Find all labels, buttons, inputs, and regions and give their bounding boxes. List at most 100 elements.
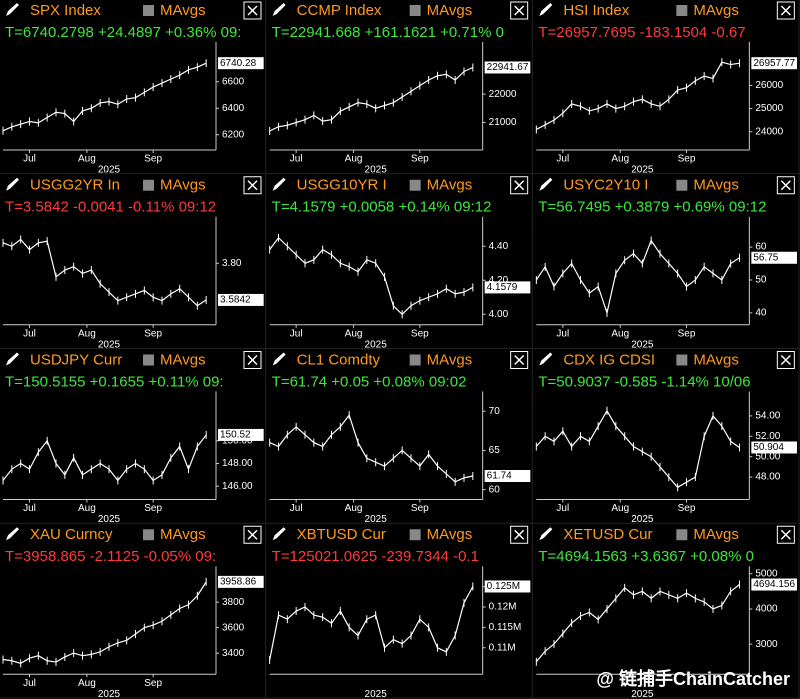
x-tick-label: Jul: [23, 678, 36, 689]
stat-line: T=6740.2798 +24.4897 +0.36% 09:: [5, 24, 241, 41]
price-line: [536, 61, 740, 130]
panel: USDJPY Curr MAvgs T=150.5155 +0.1655 +0.11…: [2, 351, 264, 525]
close-icon: [247, 5, 258, 16]
x-tick-label: Jul: [556, 503, 569, 514]
x-tick-label: Jul: [290, 154, 303, 165]
mavgs-label: MAvgs: [427, 177, 473, 194]
price-line: [269, 66, 474, 132]
x-tick-label: Aug: [611, 328, 629, 339]
y-tick-label: 21000: [489, 117, 517, 128]
panel: USGG2YR In MAvgs T=3.5842 -0.0041 -0.11% 0…: [2, 176, 264, 350]
panel-title: XETUSD Cur: [563, 526, 652, 543]
pencil-icon: [6, 3, 19, 16]
x-axis-year: 2025: [631, 165, 654, 176]
x-tick-label: Jul: [23, 154, 36, 165]
last-value-box: [218, 293, 264, 306]
pencil-icon: [272, 177, 286, 191]
last-value-label: 50.904: [753, 442, 784, 453]
x-tick-label: Aug: [78, 154, 96, 165]
y-tick-label: 54.00: [755, 411, 780, 422]
mavgs-label: MAvgs: [160, 177, 206, 194]
last-value-box: [484, 61, 531, 74]
y-tick-label: 3000: [755, 639, 778, 650]
last-value-box: [218, 428, 264, 441]
y-tick-label: 3400: [222, 648, 245, 659]
price-line: [535, 239, 740, 316]
y-tick-label: 3800: [222, 597, 245, 608]
pencil-icon: [272, 3, 286, 16]
x-axis-year: 2025: [98, 514, 121, 525]
panel-title: USDJPY Curr: [30, 351, 122, 368]
mavgs-checkbox[interactable]: [409, 529, 421, 541]
mavgs-label: MAvgs: [693, 177, 739, 194]
last-value-box: [751, 251, 797, 264]
x-tick-label: Aug: [345, 503, 363, 514]
y-tick-label: 70: [489, 406, 501, 417]
y-tick-label: 24000: [755, 126, 783, 137]
panel: USYC2Y10 I MAvgs T=56.7495 +0.3879 +0.69% …: [535, 176, 797, 348]
y-tick-label: 4.00: [489, 309, 509, 320]
y-tick-label: 146.00: [222, 481, 253, 492]
x-tick-label: Jul: [290, 503, 303, 514]
panel-title: SPX Index: [30, 2, 101, 19]
panel: XETUSD Cur MAvgs T=4694.1563 +3.6367 +0.08…: [535, 525, 797, 697]
y-tick-label: 65: [489, 445, 501, 456]
y-tick-label: 4.40: [489, 241, 509, 252]
stat-line: T=150.5155 +0.1655 +0.11% 09:: [5, 373, 224, 390]
x-tick-label: Jul: [556, 328, 569, 339]
y-tick-label: 0.11M: [489, 642, 516, 653]
watermark: @ 链捕手ChainCatcher: [596, 668, 790, 689]
x-tick-label: Sep: [678, 328, 696, 339]
x-axis-year: 2025: [365, 165, 388, 176]
x-tick-label: Jul: [23, 503, 36, 514]
x-axis-year: 2025: [98, 689, 121, 699]
mavgs-label: MAvgs: [427, 2, 473, 19]
price-line: [269, 586, 474, 661]
x-tick-label: Aug: [611, 154, 629, 165]
mavgs-checkbox[interactable]: [143, 5, 154, 16]
last-value-box: [484, 281, 531, 294]
x-tick-label: Aug: [611, 503, 629, 514]
mavgs-checkbox[interactable]: [676, 529, 688, 541]
x-tick-label: Sep: [411, 503, 429, 514]
mavgs-checkbox[interactable]: [676, 354, 688, 366]
last-value-label: 22941.67: [487, 62, 529, 73]
x-tick-label: Sep: [144, 328, 162, 339]
last-value-label: 4694.156: [753, 579, 795, 590]
last-value-label: 6740.28: [220, 58, 257, 69]
last-value-label: 150.52: [220, 430, 251, 441]
last-value-label: 61.74: [487, 471, 512, 482]
mavgs-checkbox[interactable]: [409, 354, 421, 366]
mavgs-checkbox[interactable]: [143, 179, 154, 191]
mavgs-checkbox[interactable]: [143, 529, 154, 541]
mavgs-checkbox[interactable]: [676, 5, 688, 16]
y-tick-label: 48.00: [755, 472, 780, 483]
x-axis-year: 2025: [98, 339, 121, 350]
last-value-box: [218, 575, 264, 588]
stat-line: T=4.1579 +0.0058 +0.14% 09:12: [272, 199, 492, 216]
stat-line: T=3958.865 -2.1125 -0.05% 09:: [5, 548, 216, 565]
panel: HSI Index MAvgs T=26957.7695 -183.1504 -0.…: [535, 1, 797, 176]
y-tick-label: 60: [489, 484, 501, 495]
y-tick-label: 50.00: [755, 451, 780, 462]
price-line: [269, 413, 473, 483]
close-icon: [514, 180, 525, 191]
x-axis-year: 2025: [365, 689, 388, 699]
y-tick-label: 4.20: [489, 275, 509, 286]
x-tick-label: Aug: [78, 328, 96, 339]
x-tick-label: Sep: [411, 328, 429, 339]
price-line: [535, 584, 740, 663]
close-icon: [247, 529, 258, 540]
mavgs-checkbox[interactable]: [409, 5, 421, 16]
mavgs-checkbox[interactable]: [676, 179, 688, 191]
y-tick-label: 0.115M: [489, 622, 522, 633]
mavgs-checkbox[interactable]: [143, 354, 154, 366]
mavgs-checkbox[interactable]: [409, 179, 421, 191]
y-tick-label: 3.80: [222, 258, 242, 269]
last-value-label: 4.1579: [487, 282, 518, 293]
close-icon: [247, 180, 258, 191]
mavgs-label: MAvgs: [693, 526, 739, 543]
y-tick-label: 5000: [755, 568, 778, 579]
stat-line: T=56.7495 +0.3879 +0.69% 09:12: [538, 199, 766, 216]
